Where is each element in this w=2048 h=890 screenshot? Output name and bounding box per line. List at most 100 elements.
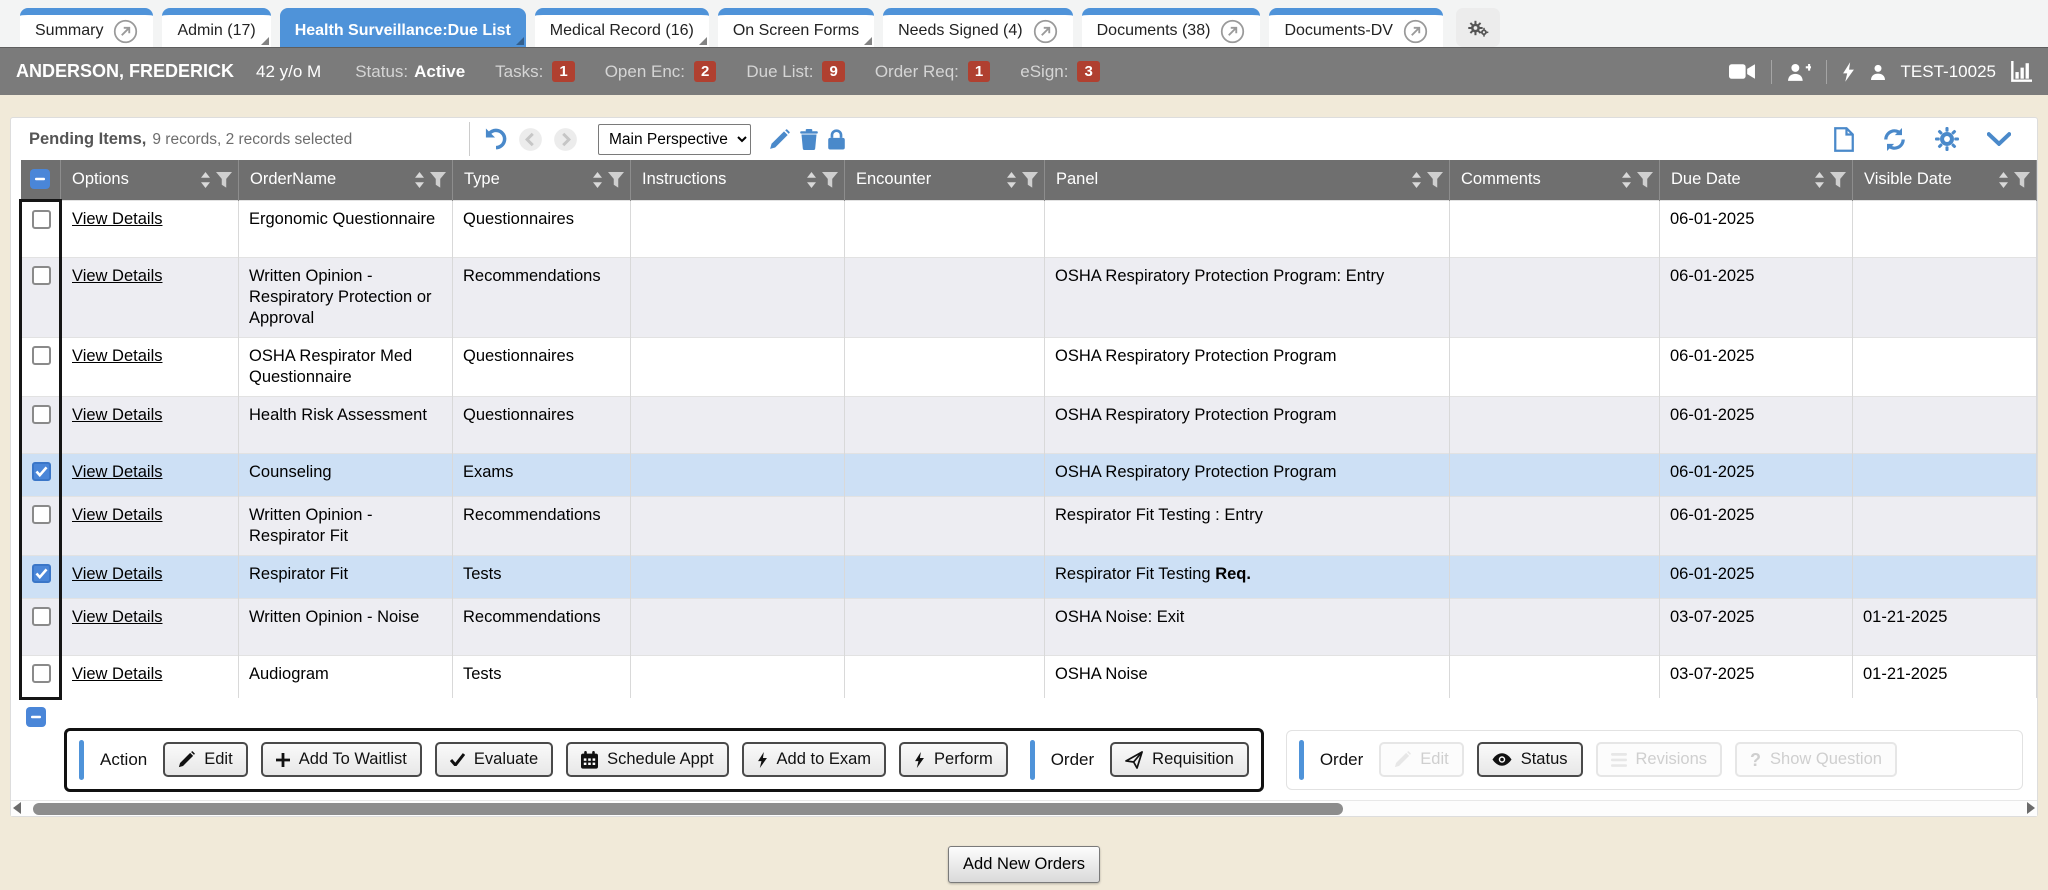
button-label: Show Question	[1770, 750, 1882, 769]
view-details-link[interactable]: View Details	[72, 462, 163, 481]
tab-documents-dv[interactable]: Documents-DV	[1269, 8, 1443, 47]
tab-medical-record-16-[interactable]: Medical Record (16)	[534, 8, 709, 47]
sort-icon[interactable]	[1006, 171, 1017, 188]
collapse-icon[interactable]	[1987, 132, 2011, 147]
tab-summary[interactable]: Summary	[20, 8, 154, 47]
video-camera-icon[interactable]	[1728, 63, 1756, 80]
bolt-icon[interactable]	[1842, 61, 1855, 82]
column-label: Due Date	[1671, 170, 1741, 189]
tab-on-screen-forms[interactable]: On Screen Forms	[717, 8, 875, 47]
add-user-icon[interactable]	[1787, 63, 1811, 81]
filter-icon[interactable]	[1022, 171, 1038, 188]
tab-needs-signed-4-[interactable]: Needs Signed (4)	[883, 8, 1073, 47]
column-header-panel[interactable]: Panel	[1044, 160, 1450, 201]
perspective-select[interactable]: Main Perspective	[598, 123, 751, 155]
counter-badge[interactable]: 3	[1077, 61, 1100, 82]
select-all-checkbox[interactable]	[30, 168, 51, 189]
open-in-new-icon[interactable]	[1403, 19, 1428, 44]
column-header-comments[interactable]: Comments	[1449, 160, 1660, 201]
column-header-encounter[interactable]: Encounter	[844, 160, 1045, 201]
edit-perspective-icon[interactable]	[769, 128, 790, 150]
sort-icon[interactable]	[592, 171, 603, 188]
filter-icon[interactable]	[822, 171, 838, 188]
column-header-instructions[interactable]: Instructions	[630, 160, 845, 201]
filter-icon[interactable]	[216, 171, 232, 188]
counter-badge[interactable]: 1	[967, 61, 991, 82]
counter-badge[interactable]: 1	[552, 61, 575, 82]
row-checkbox[interactable]	[32, 265, 51, 285]
row-checkbox[interactable]	[32, 209, 51, 229]
open-in-new-icon[interactable]	[1033, 19, 1058, 44]
open-in-new-icon[interactable]	[113, 19, 138, 44]
add-to-waitlist-button[interactable]: Add To Waitlist	[260, 742, 422, 778]
view-details-link[interactable]: View Details	[72, 607, 163, 626]
scrollbar-thumb[interactable]	[33, 802, 1343, 815]
filter-icon[interactable]	[430, 171, 446, 188]
tab-health-surveillance-due-list[interactable]: Health Surveillance:Due List	[279, 8, 526, 47]
sort-icon[interactable]	[1621, 171, 1632, 188]
view-details-link[interactable]: View Details	[72, 346, 163, 365]
row-checkbox[interactable]	[32, 663, 51, 683]
filter-icon[interactable]	[1427, 171, 1443, 188]
row-checkbox[interactable]	[32, 606, 51, 626]
edit-button[interactable]: Edit	[163, 742, 248, 778]
next-perspective-icon[interactable]	[553, 127, 578, 152]
sort-icon[interactable]	[1411, 171, 1422, 188]
filter-icon[interactable]	[1637, 171, 1653, 188]
column-header-visible-date[interactable]: Visible Date	[1852, 160, 2037, 201]
delete-perspective-icon[interactable]	[800, 128, 818, 150]
horizontal-scrollbar[interactable]	[11, 799, 2037, 816]
view-details-link[interactable]: View Details	[72, 266, 163, 285]
row-checkbox[interactable]	[32, 345, 51, 365]
undo-icon[interactable]	[484, 127, 508, 151]
column-header-options[interactable]: Options	[60, 160, 239, 201]
view-details-link[interactable]: View Details	[72, 564, 163, 583]
filter-icon[interactable]	[608, 171, 624, 188]
perform-button[interactable]: Perform	[899, 742, 1008, 778]
tab-settings-button[interactable]	[1455, 8, 1500, 47]
sort-icon[interactable]	[200, 171, 211, 188]
column-header-due-date[interactable]: Due Date	[1659, 160, 1853, 201]
view-details-link[interactable]: View Details	[72, 405, 163, 424]
type-cell: Recommendations	[452, 495, 631, 556]
row-checkbox[interactable]	[32, 404, 51, 424]
refresh-icon[interactable]	[1882, 127, 1907, 152]
tab-documents-38-[interactable]: Documents (38)	[1081, 8, 1261, 47]
view-details-link[interactable]: View Details	[72, 664, 163, 683]
view-details-link[interactable]: View Details	[72, 209, 163, 228]
counter-open-enc-: Open Enc: 2	[605, 61, 717, 82]
scroll-right-icon[interactable]	[2027, 801, 2035, 814]
column-header-ordername[interactable]: OrderName	[238, 160, 453, 201]
row-checkbox[interactable]	[32, 461, 51, 481]
sort-icon[interactable]	[1814, 171, 1825, 188]
filter-icon[interactable]	[2014, 171, 2030, 188]
requisition-button[interactable]: Requisition	[1110, 742, 1249, 778]
panel-cell: OSHA Noise: Exit	[1044, 597, 1450, 656]
filter-icon[interactable]	[1830, 171, 1846, 188]
open-in-new-icon[interactable]	[1220, 19, 1245, 44]
lock-icon[interactable]	[828, 128, 845, 150]
counter-badge[interactable]: 2	[694, 61, 717, 82]
tab-admin-17-[interactable]: Admin (17)	[162, 8, 271, 47]
patient-name: ANDERSON, FREDERICK	[16, 61, 235, 81]
bar-chart-icon[interactable]	[2011, 61, 2032, 82]
prev-perspective-icon[interactable]	[518, 127, 543, 152]
scroll-left-icon[interactable]	[13, 801, 21, 814]
row-checkbox[interactable]	[32, 563, 51, 583]
sort-icon[interactable]	[414, 171, 425, 188]
view-details-link[interactable]: View Details	[72, 505, 163, 524]
evaluate-button[interactable]: Evaluate	[434, 742, 554, 778]
select-all-checkbox-bottom[interactable]	[26, 706, 46, 727]
add-to-exam-button[interactable]: Add to Exam	[741, 742, 887, 778]
sort-icon[interactable]	[806, 171, 817, 188]
column-label: Instructions	[642, 170, 727, 189]
schedule-appt-button[interactable]: Schedule Appt	[566, 742, 729, 778]
sort-icon[interactable]	[1998, 171, 2009, 188]
new-document-icon[interactable]	[1834, 126, 1854, 152]
counter-badge[interactable]: 9	[822, 61, 845, 82]
row-checkbox[interactable]	[32, 504, 51, 524]
add-new-orders-button[interactable]: Add New Orders	[948, 846, 1100, 883]
column-header-type[interactable]: Type	[452, 160, 631, 201]
grid-settings-icon[interactable]	[1935, 127, 1959, 152]
status-button[interactable]: Status	[1476, 742, 1583, 778]
